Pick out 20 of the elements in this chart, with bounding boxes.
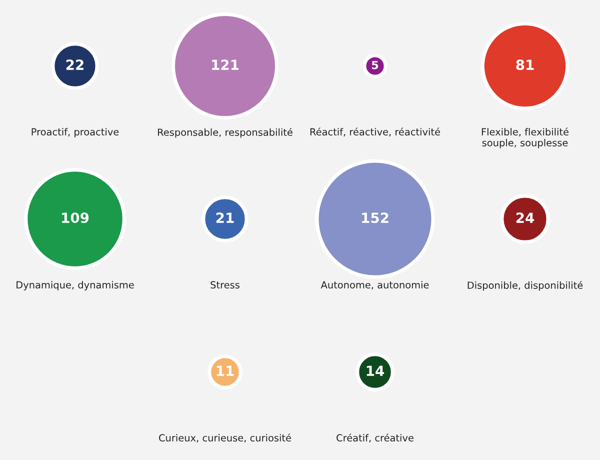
category-label: Autonome, autonomie (320, 281, 429, 290)
category-label: Stress (210, 281, 240, 289)
category-label: Dynamique, dynamisme (16, 281, 134, 290)
category-label: Réactif, réactive, réactivité (310, 128, 440, 137)
data-label: 21 (216, 212, 234, 223)
category-label: Créatif, créative (336, 434, 414, 443)
data-label: 109 (62, 212, 89, 224)
data-label: 11 (216, 366, 234, 376)
data-label: 5 (372, 60, 378, 70)
category-label: Disponible, disponibilité (468, 281, 583, 291)
data-label: 22 (66, 60, 84, 70)
category-label: Proactif, proactive (32, 128, 119, 138)
category-label: Flexible, flexibilité souple, souplesse (482, 128, 569, 148)
category-label: Responsable, responsabilité (158, 128, 292, 138)
data-label: 14 (366, 366, 384, 376)
data-label: 152 (362, 212, 388, 224)
data-label: 81 (516, 60, 534, 70)
data-label: 121 (212, 60, 239, 70)
data-label: 24 (516, 212, 534, 223)
category-label: Curieux, curieuse, curiosité (159, 434, 291, 443)
